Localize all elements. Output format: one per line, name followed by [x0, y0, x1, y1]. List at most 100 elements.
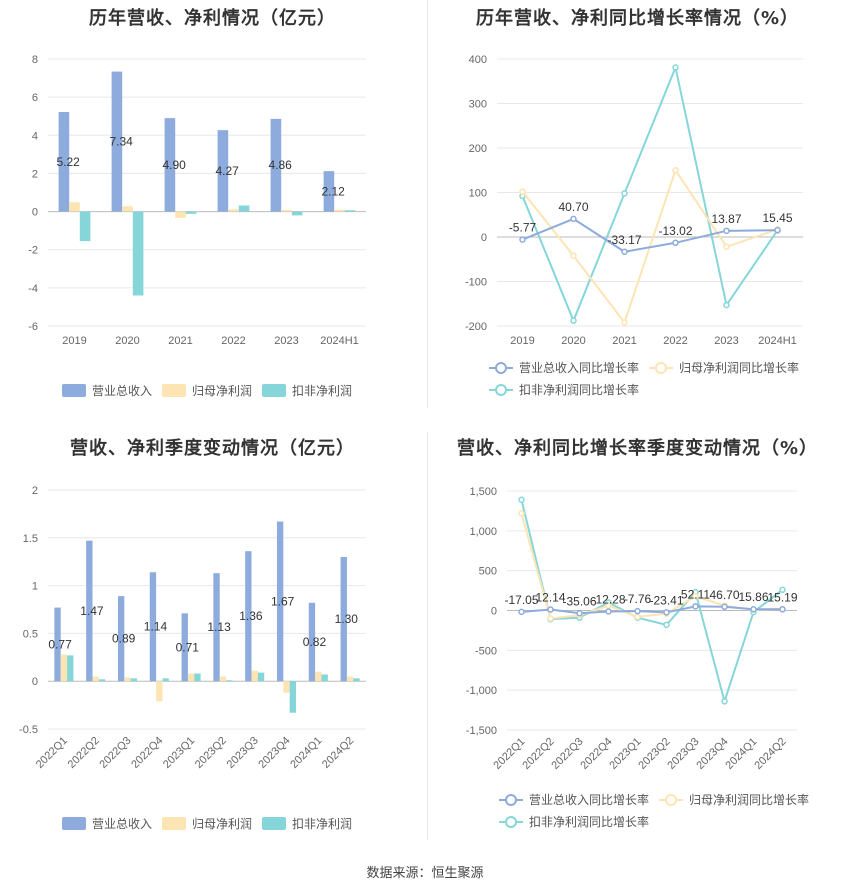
bar [257, 672, 265, 682]
y-tick-label: -100 [465, 277, 487, 289]
data-label: 15.86 [738, 590, 768, 604]
data-point [774, 226, 781, 234]
data-label: -12.28 [591, 592, 625, 606]
chart-title: 营收、净利季度变动情况（亿元） [70, 438, 355, 459]
data-point [721, 603, 728, 611]
y-tick-label: 8 [32, 54, 38, 66]
x-tick-label: 2023Q1 [161, 735, 197, 771]
bar [117, 596, 125, 682]
data-point [779, 586, 786, 594]
x-tick-label: 2024Q1 [288, 735, 324, 771]
bar [251, 670, 258, 682]
legend-swatch [262, 384, 286, 397]
bar [156, 681, 163, 702]
x-tick-label: 2022Q4 [129, 735, 165, 771]
bar [187, 673, 195, 682]
data-point [518, 608, 525, 616]
x-tick-label: 2019 [62, 335, 86, 347]
x-tick-label: 2024Q2 [752, 736, 788, 772]
y-tick-label: -1,000 [466, 685, 497, 697]
data-point [779, 606, 786, 613]
vertical-divider-top [427, 0, 428, 408]
x-tick-label: 2022Q2 [66, 735, 102, 771]
x-tick-label: 2023Q3 [225, 735, 261, 771]
x-tick-label: 2024H1 [758, 335, 797, 347]
x-tick-label: 2022Q3 [97, 735, 133, 771]
data-point [621, 190, 628, 197]
y-tick-label: 6 [32, 92, 38, 104]
y-tick-label: 1.5 [23, 533, 38, 545]
bar [346, 676, 354, 682]
data-label: 5.22 [56, 155, 80, 169]
x-tick-label: 2022Q1 [34, 735, 70, 771]
bar [111, 71, 123, 212]
data-label: 4.90 [162, 158, 186, 172]
quarterly-growth-panel: 营收、净利同比增长率季度变动情况（%） -1,500 -1,000 -500 0 500… [425, 430, 850, 865]
series-line [522, 217, 778, 253]
legend-label: 归母净利润同比增长率 [689, 792, 809, 807]
quarterly-revenue-profit-panel: 营收、净利季度变动情况（亿元） -0.5 0 0.5 1 1.5 2 2022Q1 2022Q… [0, 430, 425, 865]
quarterly-growth-chart: -1,500-1,000-50005001,0001,5002022Q12022… [466, 486, 809, 829]
legend-swatch-marker [665, 794, 677, 806]
y-tick-label: 0 [491, 606, 497, 618]
legend-label: 营业总收入 [92, 817, 152, 831]
data-point [672, 167, 679, 174]
data-label: -17.05 [504, 593, 538, 607]
bar [92, 676, 99, 682]
x-tick-label: 2024H1 [320, 335, 359, 347]
bar [323, 171, 335, 212]
y-tick-label: -6 [28, 321, 38, 333]
data-point [692, 592, 699, 600]
data-label: 40.70 [558, 200, 588, 214]
bar [238, 205, 250, 212]
bar [217, 130, 229, 212]
y-tick-label: 500 [479, 566, 497, 578]
data-point [518, 510, 525, 517]
bar [245, 551, 252, 682]
legend-label: 营业总收入 [92, 384, 152, 398]
chart-title: 历年营收、净利情况（亿元） [89, 8, 336, 29]
bar [98, 679, 106, 682]
bar [340, 556, 347, 682]
data-point [692, 603, 699, 610]
bar [289, 681, 297, 713]
data-point [570, 215, 577, 223]
bar [79, 211, 91, 242]
bar [181, 613, 188, 682]
data-point [723, 227, 730, 235]
vertical-divider-bottom [427, 432, 428, 840]
legend-swatch [262, 817, 286, 830]
bar [276, 521, 284, 682]
x-tick-label: 2022 [663, 335, 687, 347]
legend-label: 营业总收入同比增长率 [519, 360, 639, 375]
y-tick-label: 1,000 [469, 526, 497, 538]
data-label: 0.77 [48, 637, 72, 651]
data-point [663, 609, 670, 616]
data-label: 13.87 [711, 212, 741, 226]
data-label: 12.14 [535, 591, 565, 605]
y-tick-label: 400 [469, 54, 487, 66]
data-point [576, 610, 583, 617]
data-label: 0.82 [303, 635, 327, 649]
legend-swatch [62, 384, 86, 397]
x-tick-label: 2020 [115, 335, 139, 347]
x-tick-label: 2023Q4 [256, 735, 292, 771]
data-point [547, 615, 554, 622]
bar [281, 209, 292, 212]
x-tick-label: 2020 [561, 335, 585, 347]
y-tick-label: -1,500 [466, 725, 497, 737]
data-label: 1.14 [144, 620, 168, 634]
bar [149, 572, 157, 682]
legend-label: 归母净利润 [192, 384, 252, 398]
legend-label: 扣非净利润同比增长率 [519, 382, 639, 397]
data-label: -7.76 [624, 592, 652, 606]
data-label: -23.41 [649, 593, 683, 607]
y-tick-label: 2 [32, 168, 38, 180]
bar [132, 211, 144, 296]
data-label: 7.34 [109, 135, 133, 149]
y-tick-label: 0.5 [23, 628, 38, 640]
data-label: 46.70 [709, 588, 739, 602]
bar [228, 209, 239, 212]
data-label: -33.17 [607, 233, 641, 247]
legend-swatch-marker [505, 794, 517, 806]
